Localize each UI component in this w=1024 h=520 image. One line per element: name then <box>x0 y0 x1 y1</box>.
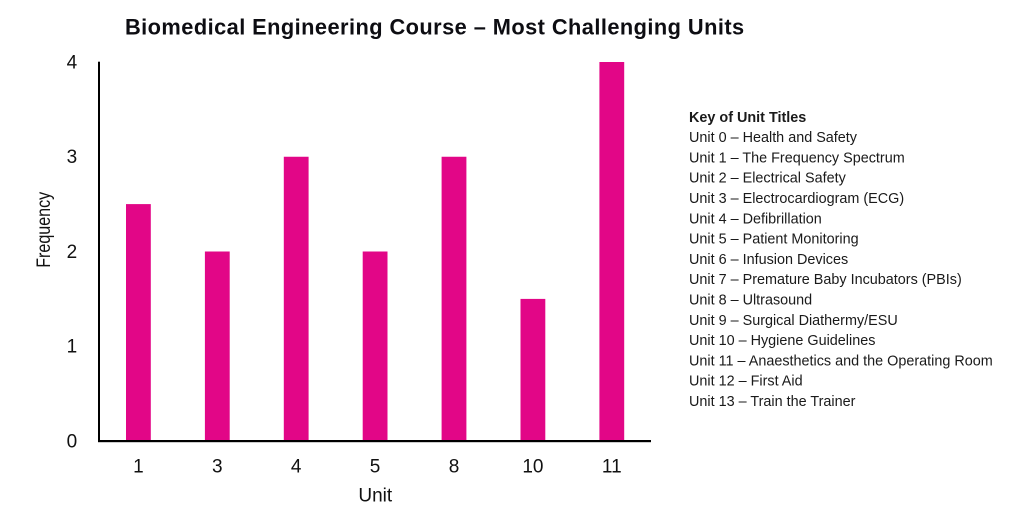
svg-text:4: 4 <box>291 456 302 477</box>
svg-text:3: 3 <box>212 456 223 477</box>
svg-text:Unit 10 – Hygiene Guidelines: Unit 10 – Hygiene Guidelines <box>689 333 875 349</box>
svg-text:Unit 4 – Defibrillation: Unit 4 – Defibrillation <box>689 211 822 227</box>
svg-text:Unit 8 – Ultrasound: Unit 8 – Ultrasound <box>689 293 812 309</box>
svg-text:Unit 0 – Health and Safety: Unit 0 – Health and Safety <box>689 130 858 146</box>
svg-text:Unit 9 – Surgical Diathermy/ES: Unit 9 – Surgical Diathermy/ESU <box>689 313 898 329</box>
svg-text:1: 1 <box>133 456 144 477</box>
svg-text:Frequency: Frequency <box>34 191 55 267</box>
svg-text:1: 1 <box>67 337 78 358</box>
svg-text:Unit 5 – Patient Monitoring: Unit 5 – Patient Monitoring <box>689 232 859 248</box>
svg-text:10: 10 <box>522 456 543 477</box>
svg-text:5: 5 <box>370 456 381 477</box>
svg-text:0: 0 <box>67 431 78 452</box>
svg-text:Unit 1 – The Frequency Spectru: Unit 1 – The Frequency Spectrum <box>689 150 905 166</box>
svg-text:Unit 11 – Anaesthetics and the: Unit 11 – Anaesthetics and the Operating… <box>689 353 993 369</box>
svg-text:Unit 12 – First Aid: Unit 12 – First Aid <box>689 374 803 390</box>
svg-text:Unit 7 – Premature Baby Incuba: Unit 7 – Premature Baby Incubators (PBIs… <box>689 272 962 288</box>
svg-text:Unit: Unit <box>358 486 393 507</box>
svg-text:Unit 13 – Train the Trainer: Unit 13 – Train the Trainer <box>689 394 856 410</box>
svg-text:2: 2 <box>67 242 78 263</box>
svg-text:Unit 3 – Electrocardiogram (EC: Unit 3 – Electrocardiogram (ECG) <box>689 191 904 207</box>
svg-text:Unit 2 – Electrical Safety: Unit 2 – Electrical Safety <box>689 171 847 187</box>
svg-text:Key of Unit Titles: Key of Unit Titles <box>689 110 806 126</box>
svg-text:4: 4 <box>67 52 78 73</box>
svg-text:11: 11 <box>602 456 622 477</box>
svg-text:8: 8 <box>449 456 460 477</box>
svg-text:Biomedical Engineering Course: Biomedical Engineering Course – Most Cha… <box>125 15 745 40</box>
svg-text:Unit 6 – Infusion Devices: Unit 6 – Infusion Devices <box>689 252 848 268</box>
svg-text:3: 3 <box>67 147 78 168</box>
